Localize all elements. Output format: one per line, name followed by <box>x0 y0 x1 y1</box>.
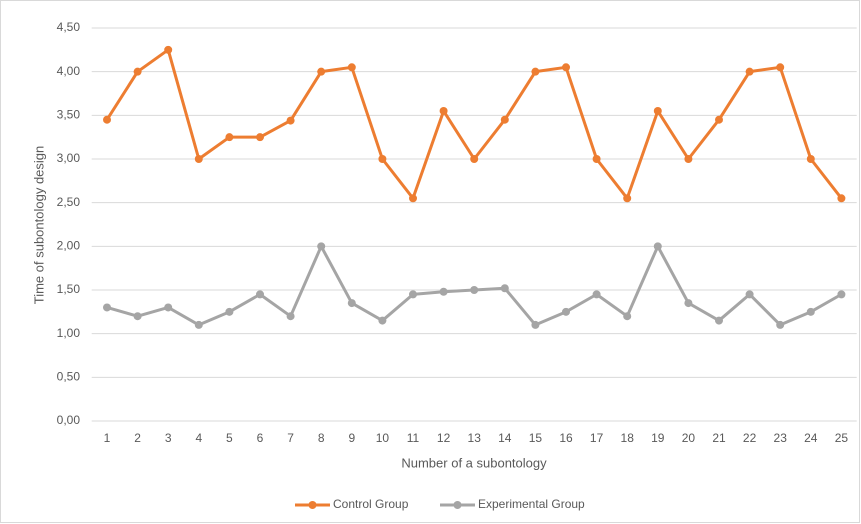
data-point <box>409 290 417 299</box>
data-point <box>562 63 570 72</box>
data-point <box>837 290 846 299</box>
y-tick-label: 3,50 <box>57 108 81 122</box>
data-point <box>776 63 785 72</box>
y-tick-label: 2,50 <box>57 195 81 209</box>
x-tick-label: 5 <box>226 431 233 445</box>
data-point <box>409 194 417 203</box>
data-point <box>653 242 662 251</box>
data-point <box>256 290 264 299</box>
x-tick-label: 8 <box>318 431 325 445</box>
data-point <box>225 133 234 142</box>
data-point <box>592 155 601 163</box>
data-point <box>500 284 509 293</box>
x-tick-label: 22 <box>743 431 757 445</box>
data-point <box>225 307 234 316</box>
data-point <box>194 155 203 163</box>
y-tick-label: 0,00 <box>57 413 81 427</box>
y-tick-label: 0,50 <box>57 370 81 384</box>
y-tick-label: 2,00 <box>57 239 81 253</box>
data-point <box>133 67 142 76</box>
x-tick-label: 23 <box>774 431 788 445</box>
x-tick-label: 4 <box>195 431 202 445</box>
data-point <box>347 63 356 72</box>
data-point <box>103 303 111 312</box>
data-point <box>531 67 540 76</box>
data-point <box>531 320 540 329</box>
y-tick-label: 4,00 <box>57 64 81 78</box>
data-point <box>286 116 295 125</box>
x-tick-label: 7 <box>287 431 294 445</box>
x-tick-label: 10 <box>376 431 390 445</box>
x-tick-label: 15 <box>529 431 543 445</box>
data-point <box>164 303 173 312</box>
data-point <box>715 115 723 124</box>
data-point <box>806 155 815 163</box>
x-tick-label: 13 <box>468 431 482 445</box>
x-tick-label: 3 <box>165 431 172 445</box>
data-point <box>103 115 111 124</box>
data-point <box>715 316 723 325</box>
data-point <box>164 45 173 54</box>
y-tick-label: 4,50 <box>57 20 81 34</box>
data-point <box>653 106 662 115</box>
x-tick-label: 11 <box>407 431 420 445</box>
data-point <box>623 312 632 321</box>
x-tick-label: 21 <box>712 431 726 445</box>
y-tick-label: 3,00 <box>57 151 81 165</box>
x-tick-label: 24 <box>804 431 818 445</box>
data-point <box>684 155 693 163</box>
x-tick-label: 1 <box>104 431 111 445</box>
data-point <box>500 115 509 124</box>
data-point <box>623 194 632 203</box>
x-tick-label: 12 <box>437 431 451 445</box>
data-point <box>378 155 387 163</box>
legend-label: Experimental Group <box>478 497 585 511</box>
data-point <box>806 307 815 316</box>
data-point <box>470 155 479 163</box>
legend-marker <box>453 501 462 509</box>
data-point <box>745 290 754 299</box>
data-point <box>562 307 570 316</box>
x-tick-label: 20 <box>682 431 696 445</box>
y-tick-label: 1,00 <box>57 326 81 340</box>
x-tick-label: 19 <box>651 431 665 445</box>
data-point <box>684 299 693 308</box>
data-point <box>837 194 846 203</box>
x-tick-label: 25 <box>835 431 849 445</box>
y-axis-title: Time of subontology design <box>31 146 46 305</box>
data-point <box>133 312 142 321</box>
x-tick-label: 2 <box>134 431 141 445</box>
x-tick-label: 14 <box>498 431 512 445</box>
x-axis-title: Number of a subontology <box>401 455 547 470</box>
x-tick-label: 6 <box>257 431 264 445</box>
data-point <box>317 67 326 76</box>
data-point <box>439 287 448 296</box>
data-point <box>286 312 295 321</box>
data-point <box>776 320 785 329</box>
data-point <box>745 67 754 76</box>
y-tick-label: 1,50 <box>57 282 81 296</box>
data-point <box>592 290 601 299</box>
legend-marker <box>308 501 317 509</box>
data-point <box>317 242 326 251</box>
legend-label: Control Group <box>333 497 409 511</box>
x-tick-label: 18 <box>621 431 635 445</box>
x-tick-label: 16 <box>559 431 573 445</box>
data-point <box>470 286 479 294</box>
x-tick-label: 9 <box>348 431 355 445</box>
data-point <box>347 299 356 308</box>
data-point <box>439 106 448 115</box>
data-point <box>194 320 203 329</box>
data-point <box>378 316 387 325</box>
data-point <box>256 133 264 142</box>
x-tick-label: 17 <box>590 431 604 445</box>
